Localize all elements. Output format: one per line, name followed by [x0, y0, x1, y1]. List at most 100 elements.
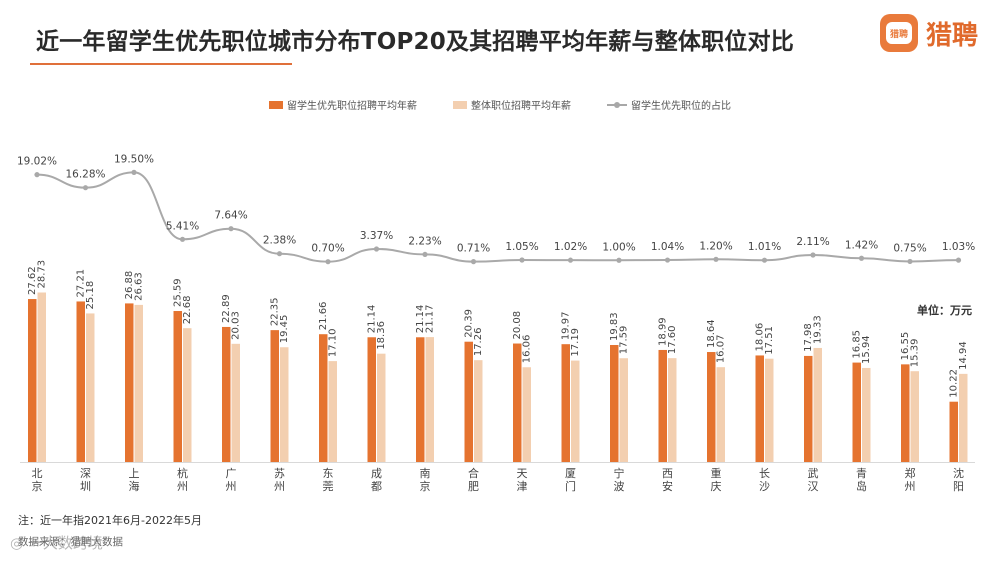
bar-series2	[668, 358, 677, 462]
bar-value-label-series1: 21.14	[367, 305, 378, 334]
bar-series1	[464, 341, 473, 462]
bar-series2	[425, 337, 434, 462]
line-value-label: 7.64%	[214, 210, 247, 222]
x-tick-label: 沈	[953, 466, 964, 480]
bar-value-label-series1: 26.88	[124, 271, 135, 300]
bar-value-label-series2: 26.63	[134, 272, 145, 301]
line-value-label: 2.11%	[796, 236, 829, 248]
bar-series2	[716, 367, 725, 462]
bar-value-label-series1: 22.35	[270, 297, 281, 326]
bar-series2	[328, 361, 337, 462]
legend-swatch-series3	[607, 101, 627, 108]
line-point	[567, 257, 574, 263]
line-point	[858, 255, 865, 261]
line-point	[519, 257, 525, 263]
x-tick-label: 州	[905, 480, 916, 493]
title-underline	[30, 63, 292, 65]
x-tick-label: 合	[468, 466, 479, 480]
unit-label: 单位：万元	[917, 304, 972, 317]
x-tick-label: 州	[177, 480, 188, 493]
x-tick-label: 岛	[856, 479, 867, 493]
data-source: 数据来源：猎聘大数据	[18, 536, 123, 548]
line-point	[228, 226, 234, 232]
bar-value-label-series1: 10.22	[949, 369, 960, 398]
line-series3	[36, 171, 959, 263]
bar-value-label-series1: 21.14	[415, 305, 426, 334]
bar-value-label-series1: 16.55	[900, 332, 911, 361]
x-tick-label: 州	[274, 480, 285, 493]
bar-series2	[183, 328, 192, 462]
x-tick-label: 京	[420, 479, 431, 493]
bar-series2	[134, 304, 143, 462]
x-tick-label: 武	[808, 467, 819, 480]
bar-value-label-series2: 17.60	[667, 326, 678, 355]
line-value-label: 1.05%	[505, 241, 538, 253]
legend-label-series2: 整体职位招聘平均年薪	[471, 101, 571, 112]
bar-value-label-series2: 15.39	[910, 339, 921, 368]
bar-series1	[804, 355, 813, 462]
bar-value-label-series1: 17.98	[803, 323, 814, 352]
bar-value-label-series2: 17.10	[328, 328, 339, 357]
bar-value-label-series1: 25.59	[173, 278, 184, 307]
x-tick-label: 圳	[80, 480, 91, 493]
bar-value-label-series2: 17.26	[473, 328, 484, 357]
bar-series2	[571, 360, 580, 462]
bar-value-label-series1: 20.08	[512, 311, 523, 340]
x-tick-label: 宁	[614, 466, 625, 480]
bar-value-label-series2: 28.73	[37, 260, 48, 289]
bar-series2	[959, 373, 968, 462]
x-tick-label: 汉	[808, 480, 819, 493]
x-tick-label: 上	[129, 467, 140, 480]
bar-series2	[765, 358, 774, 462]
legend-item-series3: 留学生优先职位的占比	[607, 97, 731, 112]
x-tick-label: 杭	[177, 466, 188, 480]
line-value-label: 19.02%	[17, 156, 57, 168]
line-value-label: 0.70%	[311, 243, 344, 255]
line-point	[664, 257, 671, 263]
x-tick-label: 长	[759, 467, 770, 480]
bar-value-label-series1: 18.99	[658, 317, 669, 346]
x-tick-label: 安	[662, 479, 673, 493]
bar-series2	[522, 367, 531, 462]
bar-series1	[367, 337, 376, 462]
bar-series1	[901, 364, 910, 462]
line-value-label: 2.38%	[263, 235, 296, 247]
line-point	[131, 169, 137, 175]
bar-value-label-series1: 18.06	[755, 323, 766, 352]
line-value-label: 0.75%	[893, 242, 926, 254]
line-value-label: 5.41%	[166, 220, 199, 232]
x-tick-label: 西	[662, 467, 673, 480]
bar-series1	[852, 362, 861, 462]
bar-value-label-series2: 17.51	[764, 326, 775, 355]
line-value-label: 1.00%	[602, 241, 635, 253]
line-point	[34, 172, 40, 178]
bar-value-label-series2: 16.07	[716, 335, 727, 364]
bar-value-label-series2: 19.33	[813, 315, 824, 344]
legend-item-series1: 留学生优先职位招聘平均年薪	[269, 97, 417, 112]
x-tick-label: 苏	[274, 467, 285, 480]
line-point	[373, 246, 380, 252]
x-tick-label: 沙	[759, 480, 770, 493]
bar-series1	[125, 303, 134, 462]
bar-series2	[910, 371, 919, 462]
bar-value-label-series1: 19.83	[609, 312, 620, 341]
bar-value-label-series1: 19.97	[561, 312, 572, 341]
legend-swatch-series1	[269, 100, 283, 109]
line-point	[422, 251, 428, 258]
bar-series1	[707, 352, 716, 462]
x-tick-label: 天	[517, 467, 528, 480]
x-tick-label: 深	[80, 467, 91, 480]
line-point	[179, 236, 186, 242]
bar-series2	[813, 347, 822, 462]
bar-series1	[513, 343, 522, 462]
line-value-label: 16.28%	[65, 169, 105, 181]
line-point	[713, 256, 719, 262]
line-value-label: 1.03%	[942, 241, 975, 253]
footnote: 注：近一年指2021年6月-2022年5月	[18, 514, 202, 527]
line-value-label: 3.37%	[360, 230, 393, 242]
brand-badge-text: 猎聘	[885, 22, 912, 44]
x-tick-label: 阳	[953, 480, 964, 493]
bar-value-label-series2: 16.06	[522, 335, 533, 364]
legend-swatch-series2	[453, 100, 467, 109]
line-value-label: 1.04%	[651, 241, 684, 253]
